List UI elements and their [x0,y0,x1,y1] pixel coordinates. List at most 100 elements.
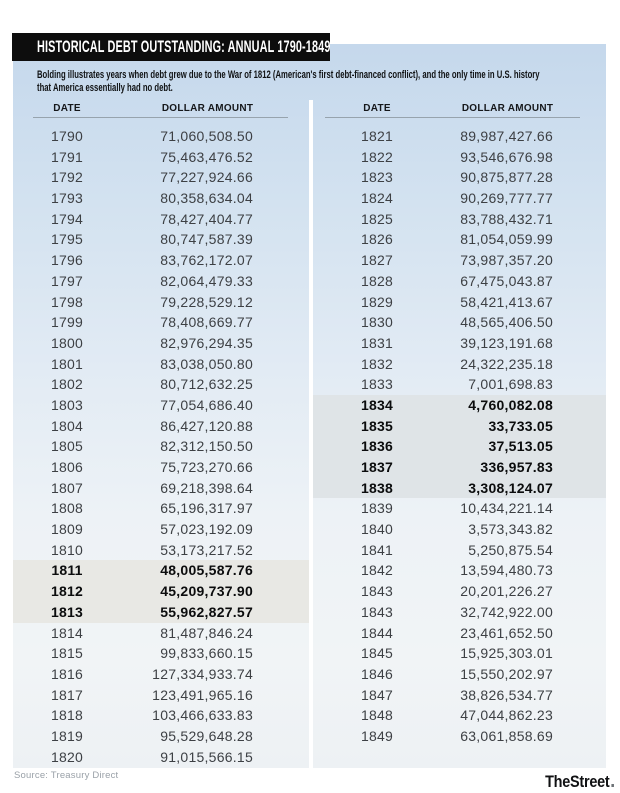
amount-cell: 13,594,480.73 [460,562,553,579]
table-right-rows: 1821 89,987,427.66 1822 93,546,676.98 1823 90… [313,126,606,747]
table-row: 1829 58,421,413.67 [313,292,606,313]
table-row: 1801 83,038,050.80 [13,354,310,375]
amount-cell: 73,987,357.20 [460,252,553,269]
table-row: 1792 77,227,924.66 [13,167,310,188]
year-cell: 1847 [361,686,393,703]
year-cell: 1817 [51,686,83,703]
table-row: 1840 3,573,343.82 [313,519,606,540]
amount-cell: 127,334,933.74 [152,665,253,682]
table-row: 1809 57,023,192.09 [13,519,310,540]
amount-cell: 10,434,221.14 [460,500,553,517]
year-cell: 1841 [361,541,393,558]
year-cell: 1815 [51,645,83,662]
table-left-header: DATE DOLLAR AMOUNT [13,101,310,126]
table-row: 1831 39,123,191.68 [313,333,606,354]
amount-cell: 53,173,217.52 [160,541,253,558]
amount-cell: 45,209,737.90 [160,583,253,600]
year-cell: 1849 [361,727,393,744]
logo-dot [611,784,614,787]
year-cell: 1822 [361,148,393,165]
amount-cell: 37,513.05 [488,438,553,455]
table-row: 1800 82,976,294.35 [13,333,310,354]
amount-cell: 80,747,587.39 [160,231,253,248]
amount-cell: 336,957.83 [480,459,553,475]
table-row: 1815 99,833,660.15 [13,643,310,664]
amount-cell: 57,023,192.09 [160,521,253,538]
year-cell: 1830 [361,314,393,331]
column-header-amount: DOLLAR AMOUNT [461,102,553,114]
table-row: 1839 10,434,221.14 [313,498,606,519]
year-cell: 1846 [361,665,393,682]
amount-cell: 86,427,120.88 [160,417,253,434]
amount-cell: 24,322,235.18 [460,355,553,372]
year-cell: 1801 [51,355,83,372]
table-row: 1806 75,723,270.66 [13,457,310,478]
brand-logo: TheStreet [545,772,614,792]
amount-cell: 38,826,534.77 [460,686,553,703]
table-row: 1799 78,408,669.77 [13,312,310,333]
amount-cell: 75,463,476.52 [160,148,253,165]
amount-cell: 81,054,059.99 [460,231,553,248]
amount-cell: 89,987,427.66 [460,128,553,144]
year-cell: 1843 [361,603,393,620]
table-row: 1826 81,054,059.99 [313,229,606,250]
amount-cell: 4,760,082.08 [468,396,553,413]
year-cell: 1840 [361,521,393,538]
year-cell: 1813 [51,603,83,620]
table-row: 1796 83,762,172.07 [13,250,310,271]
year-cell: 1842 [361,562,393,579]
table-row: 1843 20,201,226.27 [313,581,606,602]
year-cell: 1826 [361,231,393,248]
source-text: Source: Treasury Direct [14,770,119,781]
table-row: 1844 23,461,652.50 [313,623,606,644]
table-row: 1804 86,427,120.88 [13,416,310,437]
table-row: 1790 71,060,508.50 [13,126,310,147]
year-cell: 1807 [51,479,83,496]
year-cell: 1803 [51,396,83,413]
amount-cell: 20,201,226.27 [460,583,553,600]
table-row: 1849 63,061,858.69 [313,726,606,747]
amount-cell: 71,060,508.50 [160,128,253,144]
amount-cell: 80,358,634.04 [160,190,253,207]
table-row: 1834 4,760,082.08 [313,394,606,416]
amount-cell: 7,001,698.83 [468,376,553,393]
table-row: 1842 13,594,480.73 [313,560,606,581]
note-line-2: that America essentially had no debt. [37,82,173,94]
table-row: 1825 83,788,432.71 [313,209,606,230]
amount-cell: 82,312,150.50 [160,438,253,455]
amount-cell: 91,015,566.15 [160,748,253,765]
amount-cell: 77,227,924.66 [160,169,253,186]
year-cell: 1828 [361,272,393,289]
amount-cell: 3,308,124.07 [468,479,553,496]
table-row: 1810 53,173,217.52 [13,540,310,561]
table-row: 1835 33,733.05 [313,415,606,437]
year-cell: 1819 [51,727,83,744]
table-row: 1793 80,358,634.04 [13,188,310,209]
amount-cell: 83,762,172.07 [160,252,253,269]
table-row: 1824 90,269,777.77 [313,188,606,209]
table-row: 1847 38,826,534.77 [313,685,606,706]
year-cell: 1832 [361,355,393,372]
table-row: 1845 15,925,303.01 [313,643,606,664]
table-row: 1816 127,334,933.74 [13,664,310,685]
column-header-date: DATE [363,102,391,114]
year-cell: 1797 [51,272,83,289]
table-row: 1797 82,064,479.33 [13,271,310,292]
note: Bolding illustrates years when debt grew… [37,69,620,95]
amount-cell: 65,196,317.97 [160,500,253,517]
year-cell: 1824 [361,190,393,207]
table-row: 1807 69,218,398.64 [13,478,310,499]
table-row: 1805 82,312,150.50 [13,436,310,457]
year-cell: 1845 [361,645,393,662]
table-row: 1811 48,005,587.76 [13,560,310,582]
year-cell: 1814 [51,624,83,641]
amount-cell: 99,833,660.15 [160,645,253,662]
table-row: 1808 65,196,317.97 [13,498,310,519]
year-cell: 1794 [51,210,83,227]
amount-cell: 77,054,686.40 [160,396,253,413]
year-cell: 1818 [51,707,83,724]
table-row: 1803 77,054,686.40 [13,395,310,416]
table-row: 1813 55,962,827.57 [13,601,310,623]
note-line-1: Bolding illustrates years when debt grew… [37,69,540,81]
amount-cell: 79,228,529.12 [160,293,253,310]
